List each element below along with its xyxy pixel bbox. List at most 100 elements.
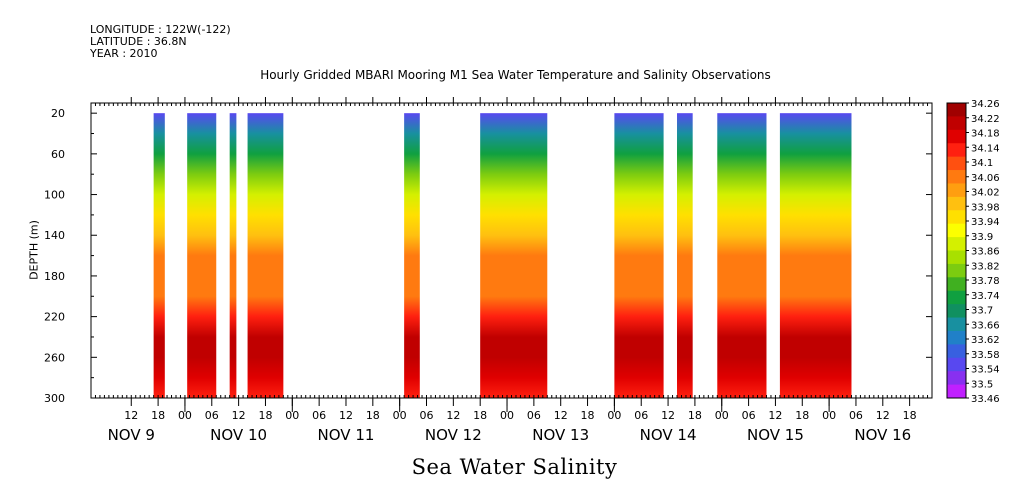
x-hour-label: 12 xyxy=(876,409,890,422)
colorbar-label: 33.94 xyxy=(971,217,1000,228)
colorbar-label: 33.46 xyxy=(971,394,1000,405)
colorbar-label: 33.58 xyxy=(971,350,1000,361)
y-tick-label: 300 xyxy=(44,392,65,405)
x-day-label: NOV 12 xyxy=(425,426,482,444)
colorbar-swatch xyxy=(947,263,966,278)
y-tick-label: 220 xyxy=(44,311,65,324)
x-hour-label: 18 xyxy=(795,409,809,422)
colorbar-swatches xyxy=(946,102,967,399)
data-segment-5 xyxy=(404,113,420,398)
colorbar-swatch xyxy=(947,210,966,225)
y-tick-label: 60 xyxy=(51,148,65,161)
colorbar-swatch xyxy=(947,116,966,131)
data-segment-2 xyxy=(187,113,217,398)
x-hour-label: 00 xyxy=(500,409,514,422)
colorbar-swatch xyxy=(947,103,966,117)
x-hour-label: 18 xyxy=(903,409,917,422)
y-tick-label: 100 xyxy=(44,189,65,202)
colorbar-swatch xyxy=(947,223,966,238)
data-segment-8 xyxy=(677,113,693,398)
colorbar-label: 33.66 xyxy=(971,320,1000,331)
colorbar-swatch xyxy=(947,357,966,372)
colorbar-swatch xyxy=(947,129,966,144)
x-day-label: NOV 10 xyxy=(210,426,267,444)
x-hour-label: 12 xyxy=(554,409,568,422)
x-hour-label: 00 xyxy=(822,409,836,422)
x-hour-label: 18 xyxy=(151,409,165,422)
x-day-label: NOV 13 xyxy=(532,426,589,444)
colorbar-swatch xyxy=(947,330,966,345)
latitude-label: LATITUDE : 36.8N xyxy=(90,35,187,48)
x-day-label: NOV 16 xyxy=(854,426,911,444)
x-hour-label: 12 xyxy=(446,409,460,422)
colorbar-swatch xyxy=(947,143,966,158)
colorbar-swatch xyxy=(947,371,966,386)
colorbar-label: 34.18 xyxy=(971,129,1000,140)
colorbar-swatch xyxy=(947,317,966,332)
x-hour-label: 06 xyxy=(527,409,541,422)
data-segment-6 xyxy=(480,113,548,398)
colorbar-labels: 34.26 34.22 34.18 34.14 34.1 34.06 34.02 33.98 3… xyxy=(966,99,1000,405)
x-hour-label: 06 xyxy=(742,409,756,422)
x-hour-label: 12 xyxy=(661,409,675,422)
colorbar-label: 34.1 xyxy=(971,158,993,169)
x-day-label: NOV 9 xyxy=(108,426,155,444)
x-hour-label: 12 xyxy=(232,409,246,422)
x-hour-label: 00 xyxy=(178,409,192,422)
x-hour-label: 06 xyxy=(312,409,326,422)
colorbar-label: 34.22 xyxy=(971,114,1000,125)
colorbar-label: 34.26 xyxy=(971,99,1000,110)
colorbar-swatch xyxy=(947,196,966,211)
colorbar-label: 33.62 xyxy=(971,335,1000,346)
data-segment-4 xyxy=(247,113,284,398)
colorbar-label: 33.7 xyxy=(971,306,993,317)
colorbar-label: 33.86 xyxy=(971,247,1000,258)
data-area xyxy=(153,113,852,398)
y-tick-label: 180 xyxy=(44,270,65,283)
y-tick-label: 140 xyxy=(44,229,65,242)
x-hour-label: 00 xyxy=(607,409,621,422)
x-hour-label: 12 xyxy=(339,409,353,422)
colorbar-swatch xyxy=(947,170,966,184)
x-hour-label: 18 xyxy=(688,409,702,422)
data-segment-1 xyxy=(153,113,165,398)
colorbar-label: 33.54 xyxy=(971,365,1000,376)
colorbar-swatch xyxy=(947,250,966,265)
colorbar-label: 34.02 xyxy=(971,188,1000,199)
y-tick-label: 20 xyxy=(51,107,65,120)
x-hour-label: 18 xyxy=(366,409,380,422)
x-hour-label: 06 xyxy=(205,409,219,422)
colorbar-label: 33.5 xyxy=(971,379,993,390)
colorbar-label: 33.74 xyxy=(971,291,1000,302)
x-hour-label: 06 xyxy=(420,409,434,422)
x-hour-label: 18 xyxy=(581,409,595,422)
colorbar-swatch xyxy=(947,277,966,292)
colorbar-swatch xyxy=(947,304,966,319)
colorbar-swatch xyxy=(947,290,966,305)
data-segment-10 xyxy=(779,113,852,398)
data-segment-9 xyxy=(717,113,767,398)
colorbar-label: 33.78 xyxy=(971,276,1000,287)
x-hour-label: 06 xyxy=(849,409,863,422)
colorbar-label: 33.82 xyxy=(971,261,1000,272)
data-segment-7 xyxy=(614,113,664,398)
x-day-label: NOV 15 xyxy=(747,426,804,444)
colorbar-swatch xyxy=(947,237,966,251)
chart-title: Hourly Gridded MBARI Mooring M1 Sea Wate… xyxy=(260,68,771,82)
x-hour-label: 18 xyxy=(258,409,272,422)
x-hour-label: 12 xyxy=(768,409,782,422)
variable-title: Sea Water Salinity xyxy=(411,455,618,479)
x-hour-label: 00 xyxy=(285,409,299,422)
x-hour-label: 12 xyxy=(124,409,138,422)
year-label: YEAR : 2010 xyxy=(90,47,158,60)
colorbar-swatch xyxy=(947,344,966,359)
x-hour-label: 00 xyxy=(393,409,407,422)
x-hour-label: 06 xyxy=(634,409,648,422)
x-hour-label: 18 xyxy=(473,409,487,422)
colorbar-label: 34.14 xyxy=(971,143,1000,154)
colorbar-label: 33.9 xyxy=(971,232,993,243)
colorbar-swatch xyxy=(947,156,966,171)
x-day-label: NOV 11 xyxy=(318,426,375,444)
colorbar-label: 33.98 xyxy=(971,202,1000,213)
